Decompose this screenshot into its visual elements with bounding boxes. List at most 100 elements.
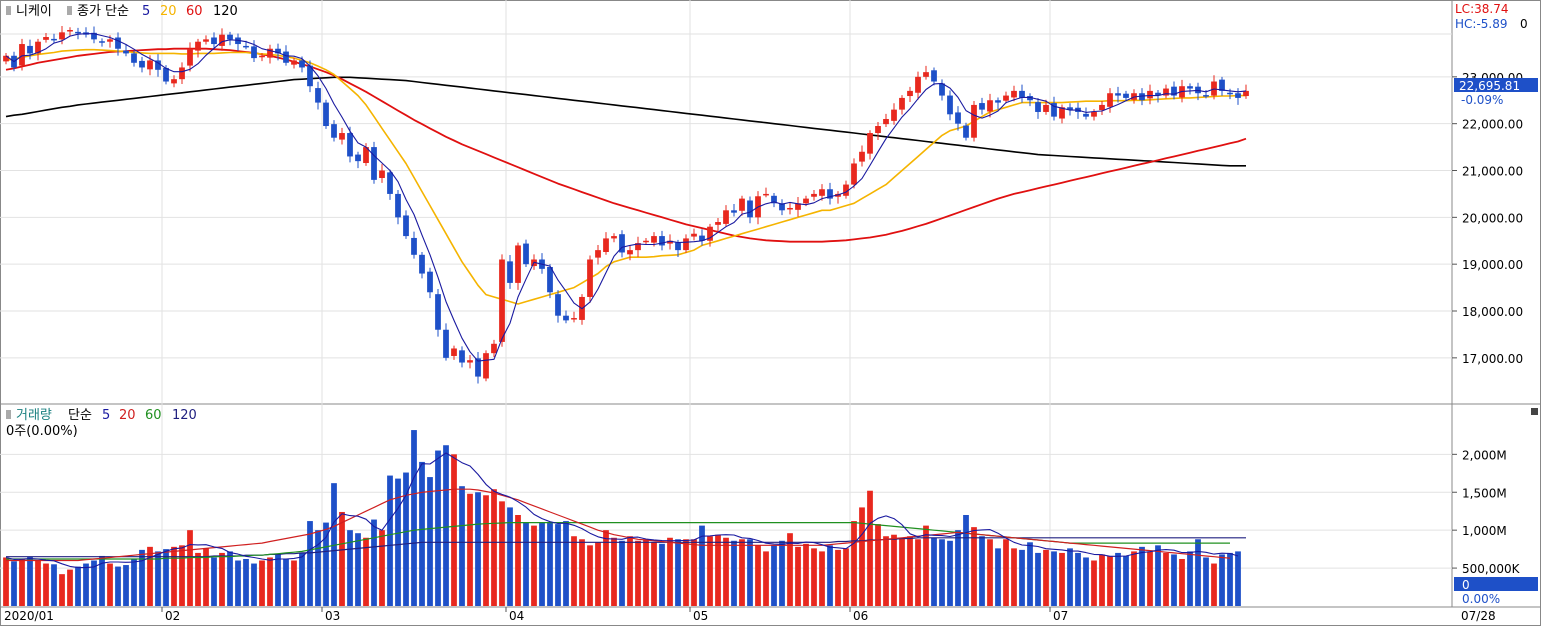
candle-body [867,133,873,154]
volume-bar [179,545,185,606]
candle-body [739,198,745,211]
candle-body [643,240,649,243]
volume-bar [75,566,81,606]
candle-body [211,37,217,45]
volume-bar [355,533,361,606]
x-tick-label: 07 [1053,609,1068,623]
candle-body [443,329,449,358]
candle-body [1171,86,1177,96]
volume-bar [843,548,849,606]
candle-body [291,60,297,65]
candle-body [947,95,953,115]
volume-bar [883,536,889,606]
volume-bar [611,537,617,606]
candle-body [987,100,993,112]
volume-bar [555,524,561,606]
vma120-label: 120 [172,408,197,423]
candle-body [1051,103,1057,117]
volume-bar [251,563,257,606]
candle-body [363,147,369,164]
x-tick-label: 05 [693,609,708,623]
volume-bar [779,540,785,606]
volume-bar [411,430,417,606]
volume-bar [659,543,665,606]
legend-marker [6,6,11,15]
volume-bar [43,563,49,606]
candle-body [347,133,353,157]
volume-bar [307,521,313,606]
candle-body [91,32,97,40]
volume-bar [851,521,857,606]
candle-body [1043,104,1049,112]
candle-body [787,207,793,210]
volume-current: 0주(0.00%) [6,424,78,439]
candle-body [99,41,105,43]
vma5-line [5,452,1239,569]
x-tick-label: 04 [509,609,524,623]
candle-body [395,193,401,218]
candle-body [691,233,697,237]
price-tick-label: 17,000.00 [1462,352,1523,366]
volume-bar [163,549,169,606]
candle-body [619,234,625,253]
volume-legend: 거래량 단순 5 20 60 120 0주(0.00%) [6,408,197,439]
volume-bar [539,522,545,606]
candle-body [1163,88,1169,96]
volume-bar [683,539,689,606]
candle-body [131,53,137,63]
volume-bar [1051,551,1057,606]
volume-bar [907,536,913,606]
hc-label: HC:-5.89 [1455,17,1508,31]
volume-bar [651,542,657,606]
last-volume-pct: 0.00% [1462,592,1500,606]
candle-body [339,133,345,140]
candle-body [899,97,905,110]
volume-bar [963,515,969,606]
change-pct: -0.09% [1461,93,1503,107]
volume-bar [771,545,777,606]
volume-bar [1027,542,1033,606]
candle-body [923,72,929,77]
volume-bar [19,558,25,606]
candle-body [915,76,921,93]
volume-bar [315,530,321,606]
volume-bar [131,558,137,606]
candle-body [459,350,465,363]
candle-body [859,151,865,162]
volume-bar [1123,555,1129,606]
candle-body [891,109,897,121]
volume-tick-label: 500,000K [1462,562,1521,576]
volume-bar [91,560,97,606]
volume-bar [323,522,329,606]
volume-bar [507,507,513,606]
volume-bar [915,539,921,606]
candle-body [747,200,753,218]
volume-tick-label: 1,500M [1462,486,1507,500]
volume-bar [699,525,705,606]
candle-body [483,353,489,379]
volume-bar [147,546,153,606]
volume-bar [563,521,569,606]
candle-body [659,236,665,246]
candle-body [571,318,577,320]
last-volume-box [1454,577,1538,591]
volume-bar [419,461,425,606]
candle-body [67,30,73,32]
x-tick-label: 03 [325,609,340,623]
volume-ma-title: 단순 [68,408,92,423]
candle-body [323,102,329,127]
volume-bar [1099,554,1105,606]
candle-body [939,83,945,96]
volume-bar [451,454,457,606]
vma5-label: 5 [102,408,110,423]
candle-body [1139,93,1145,101]
panel-close-icon[interactable] [1531,408,1538,415]
candle-body [515,245,521,283]
candle-body [1155,92,1161,96]
candle-body [731,210,737,213]
volume-bar [667,537,673,606]
candle-body [219,34,225,46]
volume-bar [403,472,409,606]
